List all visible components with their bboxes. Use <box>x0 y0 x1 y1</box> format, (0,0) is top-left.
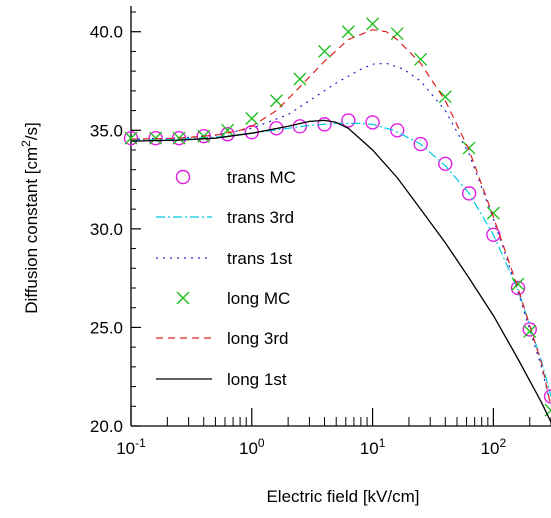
legend-label: long 3rd <box>227 329 288 348</box>
y-axis-title-main: Diffusion constant [cm <box>22 147 41 314</box>
x-axis-title: Electric field [kV/cm] <box>266 487 419 506</box>
data-point <box>269 94 283 108</box>
legend: trans MC trans 3rd trans 1st long MC long 3r… <box>156 168 296 389</box>
series-trans-mc <box>123 113 551 404</box>
marker-stroke <box>544 403 551 412</box>
x-tick-label: 10-1 <box>116 436 146 458</box>
marker-stroke <box>511 277 525 291</box>
marker-stroke <box>390 27 404 41</box>
marker-stroke <box>486 206 500 220</box>
data-point <box>390 123 405 138</box>
data-point <box>414 52 428 66</box>
data-point <box>245 111 259 125</box>
series-layer <box>123 17 551 423</box>
legend-item: long 3rd <box>156 329 288 348</box>
data-point <box>486 206 500 220</box>
marker-stroke <box>245 111 259 125</box>
y-axis-title-tail: /s] <box>22 122 41 140</box>
data-point <box>522 322 537 337</box>
series-long-1st <box>130 119 551 423</box>
x-tick-label-base: 10 <box>360 439 379 458</box>
marker-stroke <box>523 324 537 338</box>
series-long-3rd <box>130 29 551 407</box>
data-point <box>366 17 380 31</box>
legend-marker <box>175 169 191 185</box>
x-tick-label: 102 <box>481 436 507 458</box>
y-tick-label: 25.0 <box>90 318 123 337</box>
data-point <box>124 131 138 145</box>
y-axis-title: Diffusion constant [cm2/s] <box>19 122 41 314</box>
x-tick-label-base: 10 <box>116 439 135 458</box>
y-tick-label: 20.0 <box>90 417 123 436</box>
marker-stroke <box>341 25 355 39</box>
legend-label: trans MC <box>227 168 296 187</box>
data-point <box>390 27 404 41</box>
x-tick-label-base: 10 <box>481 439 500 458</box>
data-point <box>293 72 307 86</box>
data-point <box>523 324 537 338</box>
data-point <box>462 141 476 155</box>
marker-stroke <box>462 141 476 155</box>
legend-item: trans 1st <box>156 249 292 268</box>
marker-stroke <box>176 291 190 305</box>
series-trans-1st <box>130 62 551 407</box>
legend-label: trans 1st <box>227 249 292 268</box>
series-line <box>130 119 551 423</box>
legend-item: long MC <box>176 289 290 308</box>
series-line <box>130 29 551 407</box>
data-point <box>341 25 355 39</box>
data-point <box>510 280 526 296</box>
legend-item: trans 3rd <box>156 208 294 227</box>
data-point <box>221 123 235 137</box>
data-point <box>318 44 332 58</box>
legend-label: long MC <box>227 289 290 308</box>
x-tick-label-exponent: 1 <box>379 436 386 450</box>
x-tick-label: 101 <box>360 436 386 458</box>
marker-stroke <box>124 131 138 145</box>
legend-item: trans MC <box>175 168 296 187</box>
y-tick-label: 35.0 <box>90 121 123 140</box>
series-long-mc <box>124 17 551 417</box>
data-point <box>123 130 139 146</box>
y-axis-ticks: 20.0 25.0 30.0 35.0 40.0 <box>90 11 141 436</box>
data-point <box>438 156 453 172</box>
data-point <box>461 186 477 201</box>
data-point <box>269 121 284 136</box>
legend-item: long 1st <box>156 370 287 389</box>
marker-stroke <box>414 52 428 66</box>
marker-stroke <box>221 123 235 137</box>
marker-stroke <box>293 72 307 86</box>
legend-label: long 1st <box>227 370 287 389</box>
data-point <box>148 130 163 146</box>
y-tick-label: 30.0 <box>90 220 123 239</box>
x-axis-ticks: 10-1 100 101 102 <box>116 408 551 458</box>
marker-stroke <box>269 94 283 108</box>
y-axis-title-superscript: 2 <box>19 140 33 147</box>
y-tick-label: 40.0 <box>90 23 123 42</box>
data-point <box>413 136 428 152</box>
data-point <box>438 90 452 104</box>
plot-frame <box>130 6 551 427</box>
x-tick-label-exponent: 2 <box>499 436 506 450</box>
marker-stroke <box>318 44 332 58</box>
legend-marker <box>176 291 190 305</box>
marker-stroke <box>438 90 452 104</box>
x-tick-label: 100 <box>239 436 265 458</box>
marker-stroke <box>366 17 380 31</box>
x-tick-label-base: 10 <box>239 439 258 458</box>
series-line <box>130 62 551 407</box>
data-point <box>511 277 525 291</box>
legend-label: trans 3rd <box>227 208 294 227</box>
series-line <box>130 122 551 397</box>
series-trans-3rd <box>130 122 551 397</box>
data-point <box>365 115 380 130</box>
x-tick-label-exponent: -1 <box>135 436 146 450</box>
data-point <box>341 113 356 128</box>
x-tick-label-exponent: 0 <box>258 436 265 450</box>
data-point <box>543 389 551 404</box>
